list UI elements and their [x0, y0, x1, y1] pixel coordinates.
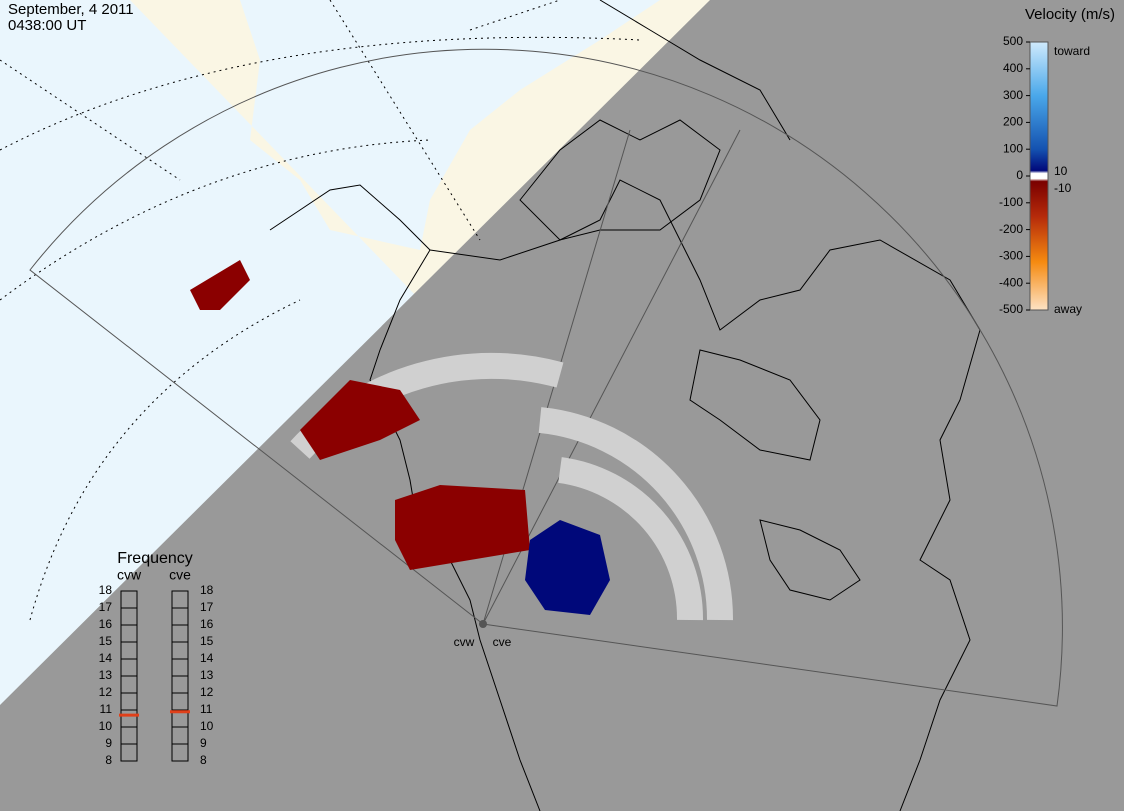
frequency-tick-label: 9	[105, 736, 112, 750]
velocity-tick-label: -200	[999, 222, 1023, 236]
away-label: away	[1054, 302, 1082, 316]
velocity-tick-label: -400	[999, 275, 1023, 289]
date: September, 4 2011	[8, 1, 134, 18]
frequency-tick-label: 12	[200, 685, 214, 699]
field-of-view	[29, 48, 1063, 707]
frequency-tick-label: 13	[200, 668, 214, 682]
velocity-title: Velocity (m/s)	[1025, 6, 1115, 23]
velocity-colorbar	[1029, 41, 1049, 311]
inner-label: 10	[1054, 164, 1068, 178]
coastlines	[269, 0, 981, 811]
frequency-tick-label: 10	[200, 719, 214, 733]
frequency-tick-label: 16	[99, 617, 113, 631]
toward-label: toward	[1054, 44, 1090, 58]
frequency-tick-label: 11	[100, 702, 113, 716]
frequency-tick-label: 13	[99, 668, 113, 682]
frequency-tick-label: 14	[200, 651, 214, 665]
frequency-tick-label: 12	[99, 685, 113, 699]
scatter-away	[395, 485, 530, 570]
velocity-tick-label: 500	[1003, 34, 1023, 48]
station-marker	[479, 620, 487, 628]
velocity-tick-label: 200	[1003, 115, 1023, 129]
station-label: cve	[493, 635, 512, 649]
scatter-away	[300, 380, 420, 460]
velocity-tick-label: 400	[1003, 61, 1023, 75]
scatter-away	[190, 260, 250, 310]
inner-label: -10	[1054, 181, 1072, 195]
frequency-tick-label: 14	[99, 651, 113, 665]
time: 0438:00 UT	[8, 17, 86, 34]
velocity-tick-label: 100	[1003, 141, 1023, 155]
frequency-tick-label: 16	[200, 617, 214, 631]
velocity-tick-label: -500	[999, 302, 1023, 316]
frequency-tick-label: 8	[105, 753, 112, 767]
velocity-tick-label: -300	[999, 249, 1023, 263]
frequency-tick-label: 15	[200, 634, 214, 648]
frequency-title: Frequency	[117, 550, 193, 567]
radar-label: cve	[169, 567, 191, 583]
frequency-tick-label: 8	[200, 753, 207, 767]
frequency-tick-label: 10	[99, 719, 113, 733]
scatter-toward	[525, 520, 610, 615]
frequency-tick-label: 17	[200, 600, 214, 614]
frequency-tick-label: 18	[99, 583, 113, 597]
frequency-tick-label: 9	[200, 736, 207, 750]
frequency-tick-label: 11	[200, 702, 213, 716]
velocity-tick-label: 0	[1016, 168, 1023, 182]
frequency-tick-label: 18	[200, 583, 214, 597]
velocity-tick-label: -100	[999, 195, 1023, 209]
grid	[0, 0, 641, 621]
frequency-tick-label: 17	[99, 600, 113, 614]
radar-label: cvw	[117, 567, 142, 583]
station-label: cvw	[454, 635, 475, 649]
velocity-tick-label: 300	[1003, 88, 1023, 102]
frequency-tick-label: 15	[99, 634, 113, 648]
land-day	[130, 0, 720, 300]
